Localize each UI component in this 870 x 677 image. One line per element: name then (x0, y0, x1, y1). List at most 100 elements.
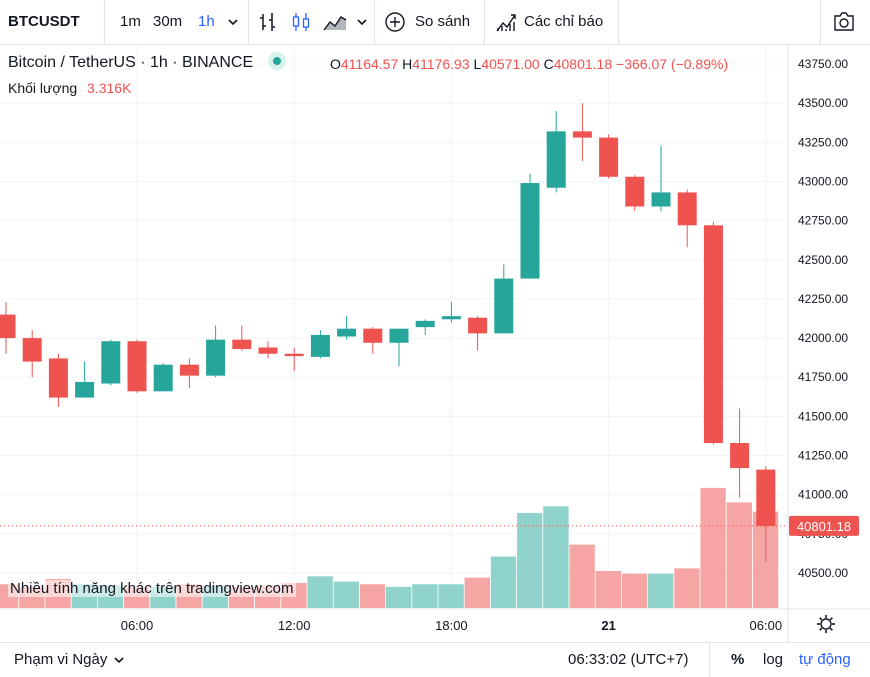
y-tick-label: 42000.00 (798, 331, 848, 345)
volume-legend: Khối lượng 3.316K (8, 80, 131, 96)
candle-body (22, 338, 42, 362)
volume-bar (543, 506, 569, 608)
volume-bar (648, 573, 674, 608)
date-range-button[interactable]: Phạm vi Ngày (14, 643, 126, 677)
y-tick-label: 43750.00 (798, 57, 848, 71)
volume-bar (333, 581, 359, 608)
interval-30m[interactable]: 30m (153, 13, 183, 30)
auto-scale-toggle[interactable]: tự động (799, 651, 851, 668)
candle-body (756, 469, 776, 527)
candle-body (179, 364, 199, 376)
candle-body (206, 339, 226, 376)
toolbar-divider (709, 643, 710, 677)
candle-body (232, 339, 252, 350)
compare-label: So sánh (415, 13, 471, 30)
y-tick-label: 41000.00 (798, 488, 848, 502)
candle-body (337, 328, 357, 337)
candles (0, 103, 776, 563)
candle-body (651, 192, 671, 207)
toolbar-divider (248, 0, 249, 44)
compare-button[interactable]: So sánh (384, 0, 476, 44)
low-value: 40571.00 (481, 56, 540, 72)
price-chart[interactable]: 40500.0040750.0041000.0041250.0041500.00… (0, 44, 870, 642)
volume-value: 3.316K (87, 80, 132, 96)
volume-bar (412, 584, 438, 608)
y-tick-label: 42500.00 (798, 253, 848, 267)
area-icon[interactable] (322, 0, 348, 44)
chevron-down-icon (113, 657, 124, 664)
candle-body (730, 443, 750, 469)
symbol-description: Bitcoin / TetherUS · 1h · BINANCE (8, 54, 254, 71)
toolbar-divider (618, 0, 619, 44)
candle-body (546, 131, 566, 188)
interval-1m[interactable]: 1m (120, 13, 141, 30)
volume-bar (517, 512, 543, 608)
chart-grid (0, 44, 788, 609)
candle-body (572, 131, 592, 138)
watermark-text[interactable]: Nhiều tính năng khác trên tradingview.co… (8, 580, 296, 597)
toolbar-divider (374, 0, 375, 44)
candle-body (468, 317, 488, 334)
candle-body (363, 328, 383, 343)
clock-timezone[interactable]: 06:33:02 (UTC+7) (568, 651, 689, 668)
candles-icon[interactable] (290, 0, 312, 44)
x-tick-label: 06:00 (750, 618, 783, 633)
y-tick-label: 43250.00 (798, 135, 848, 149)
open-label: O (330, 56, 341, 72)
last-price-label: 40801.18 (797, 519, 851, 534)
volume-bar (726, 502, 752, 608)
candle-body (389, 328, 409, 343)
candle-body (494, 278, 514, 334)
candle-body (441, 316, 461, 320)
volume-bar (569, 544, 595, 608)
y-tick-label: 42750.00 (798, 214, 848, 228)
y-tick-label: 41750.00 (798, 370, 848, 384)
x-tick-label: 21 (601, 618, 615, 633)
last-price-tag (789, 515, 859, 536)
y-tick-label: 43000.00 (798, 174, 848, 188)
plus-circle-icon (385, 12, 405, 32)
axes: 40500.0040750.0041000.0041250.0041500.00… (0, 44, 870, 642)
change-value: −366.07 (−0.89%) (616, 56, 729, 72)
volume-bar (464, 577, 490, 608)
candle-body (48, 358, 68, 398)
low-label: L (473, 56, 482, 72)
gear-icon[interactable] (817, 615, 835, 633)
candle-body (415, 320, 435, 328)
y-tick-label: 43500.00 (798, 96, 848, 110)
volume-bar (359, 584, 386, 608)
camera-icon[interactable] (832, 0, 856, 44)
candle-body (75, 381, 95, 398)
volume-bar (700, 487, 726, 608)
y-tick-label: 41250.00 (798, 449, 848, 463)
candle-body (625, 176, 645, 207)
market-status-dot (267, 52, 286, 70)
date-range-label: Phạm vi Ngày (14, 651, 108, 668)
y-tick-label: 40500.00 (798, 566, 848, 580)
close-label: C (543, 56, 554, 72)
y-tick-label: 41500.00 (798, 409, 848, 423)
symbol-button[interactable]: BTCUSDT (8, 13, 80, 30)
percent-toggle[interactable]: % (731, 651, 745, 668)
indicators-button[interactable]: Các chỉ báo (495, 0, 615, 44)
candle-body (153, 364, 173, 392)
volume-label: Khối lượng (8, 80, 78, 96)
chevron-down-icon[interactable] (226, 0, 246, 44)
volume-bar (621, 573, 648, 608)
volume-bar (674, 568, 700, 608)
candle-body (127, 341, 147, 392)
candle-body (101, 341, 121, 384)
candle-body (520, 183, 540, 279)
chevron-down-icon[interactable] (355, 0, 371, 44)
candle-body (703, 225, 723, 444)
log-toggle[interactable]: log (763, 651, 784, 668)
candle-body (310, 334, 330, 357)
interval-1h[interactable]: 1h (198, 13, 215, 30)
y-tick-label: 42250.00 (798, 292, 848, 306)
bars-icon[interactable] (257, 0, 279, 44)
x-tick-label: 12:00 (278, 618, 311, 633)
toolbar-divider (820, 0, 821, 44)
volume-bar (386, 586, 412, 608)
toolbar-divider (104, 0, 105, 44)
volume-bar (307, 576, 333, 608)
